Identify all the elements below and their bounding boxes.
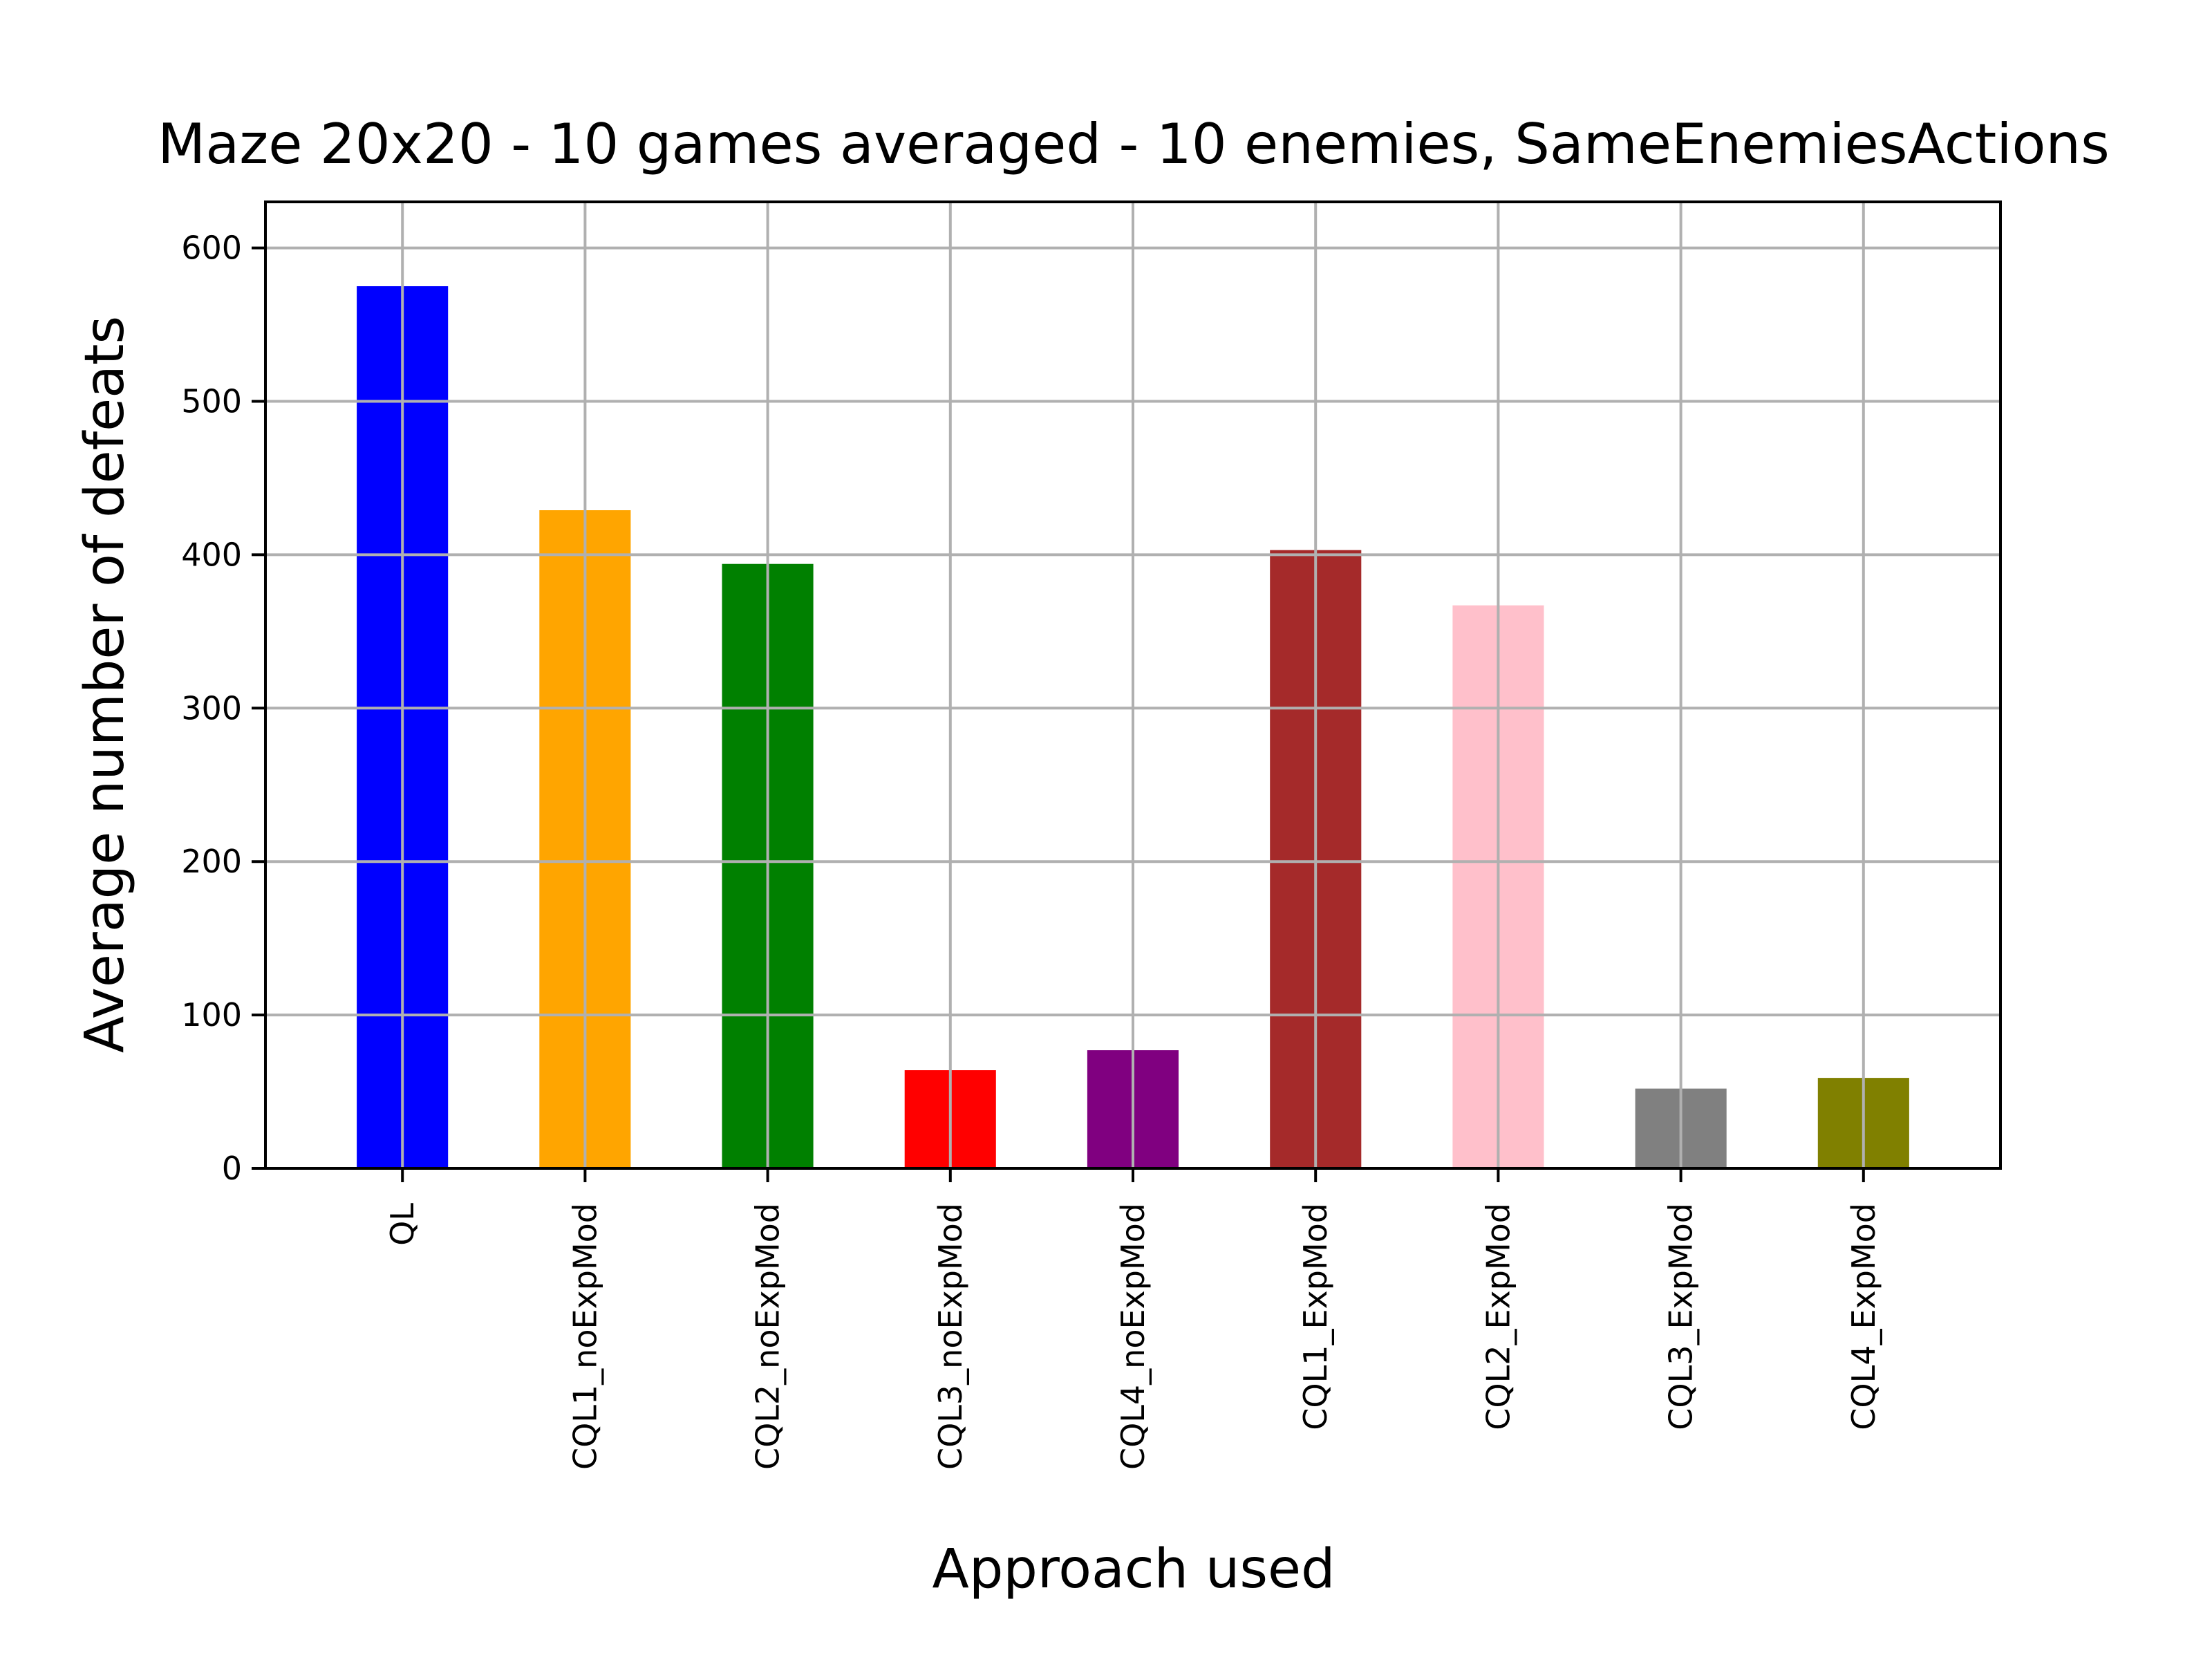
x-tick-label: QL — [384, 1203, 421, 1246]
y-tick-label: 300 — [181, 689, 242, 727]
y-tick-label: 0 — [222, 1150, 242, 1187]
y-tick-label: 600 — [181, 230, 242, 267]
x-tick-label: CQL4_noExpMod — [1114, 1203, 1152, 1470]
y-tick-label: 200 — [181, 843, 242, 880]
x-axis-title: Approach used — [932, 1538, 1335, 1600]
y-axis-title: Average number of defeats — [74, 316, 136, 1053]
x-tick-label: CQL3_noExpMod — [932, 1203, 969, 1470]
y-tick-label: 100 — [181, 996, 242, 1034]
y-tick-label: 400 — [181, 536, 242, 573]
x-axis-ticks: QL CQL1_noExpMod CQL2_noExpMod CQL3_noExpMo… — [384, 1168, 1882, 1470]
x-tick-label: CQL4_ExpMod — [1845, 1203, 1882, 1430]
chart-title: Maze 20x20 - 10 games averaged - 10 enem… — [158, 112, 2110, 176]
y-axis-ticks: 0 100 200 300 400 500 600 — [181, 230, 265, 1187]
x-tick-label: CQL3_ExpMod — [1662, 1203, 1700, 1430]
y-tick-label: 500 — [181, 383, 242, 420]
x-tick-label: CQL1_ExpMod — [1297, 1203, 1334, 1430]
x-tick-label: CQL2_noExpMod — [749, 1203, 787, 1470]
x-tick-label: CQL2_ExpMod — [1479, 1203, 1517, 1430]
x-tick-label: CQL1_noExpMod — [566, 1203, 603, 1470]
